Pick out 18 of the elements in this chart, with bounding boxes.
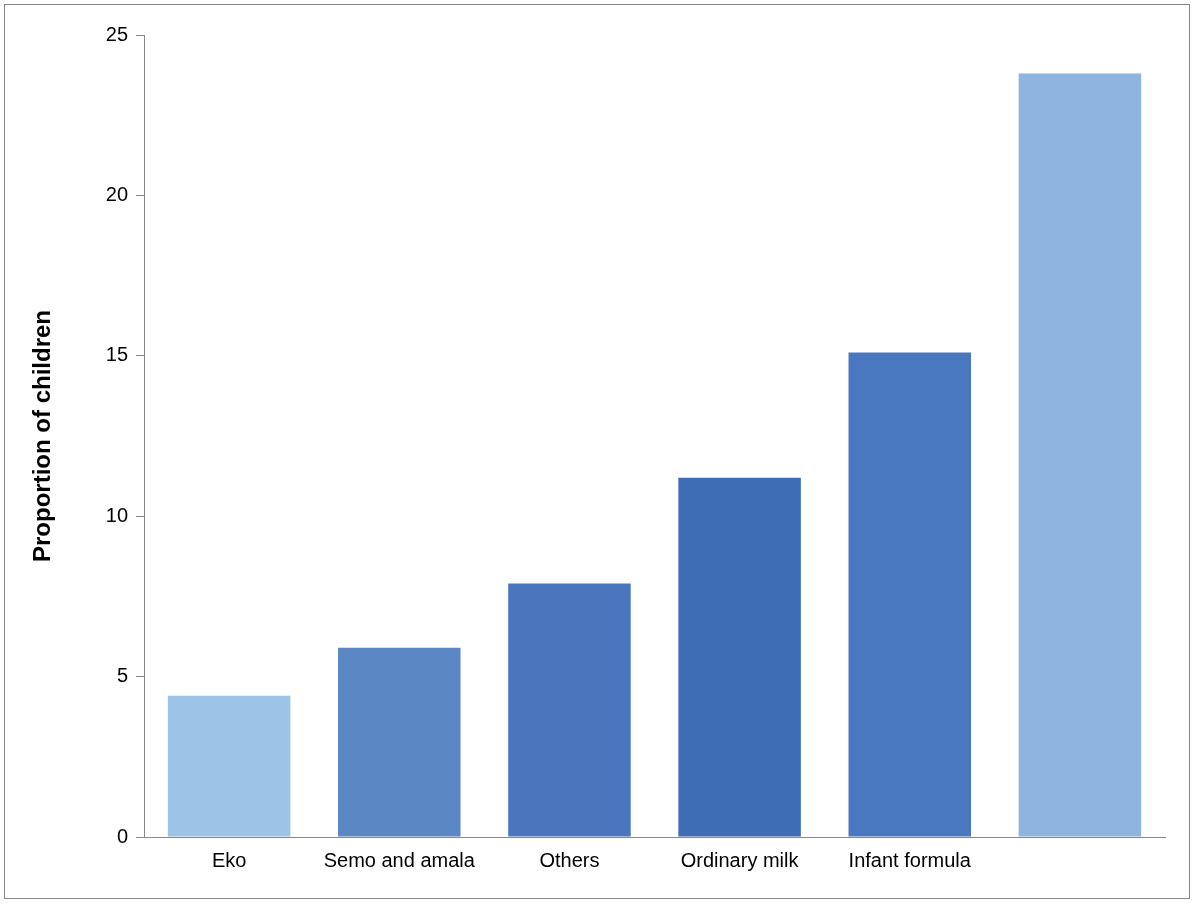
x-tick-label: Others (539, 848, 600, 871)
y-axis-title: Proportion of children (28, 310, 56, 562)
bar (338, 647, 461, 837)
y-tick-label: 10 (105, 503, 129, 526)
bar (848, 352, 972, 837)
bar (508, 583, 631, 837)
y-tick-label: 25 (105, 22, 129, 45)
x-tick-label: Semo and amala (323, 848, 476, 871)
x-tick-label: Eko (211, 848, 247, 871)
y-tick-label: 5 (116, 664, 129, 687)
y-tick-label: 0 (116, 824, 129, 847)
bar (1018, 73, 1142, 837)
x-tick-label: Ordinary milk (680, 848, 800, 871)
bar (678, 477, 801, 837)
y-tick-label: 15 (105, 343, 129, 366)
x-tick-label: Infant formula (848, 848, 972, 871)
bar (167, 695, 291, 837)
y-tick-label: 20 (105, 182, 129, 205)
